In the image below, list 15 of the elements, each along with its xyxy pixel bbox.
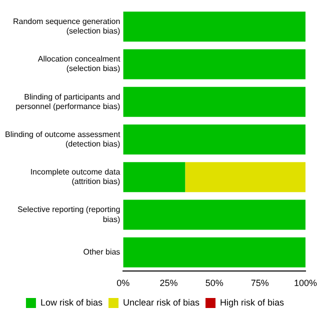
y-tick-label: Allocation concealment (selection bias) [38,54,121,74]
x-tick-label: 25% [160,278,178,288]
y-tick-label: Selective reporting (reporting bias) [17,205,121,224]
x-tick-label: 100% [294,278,318,288]
y-tick-label: Blinding of participants and personnel (performance bias) [16,92,121,111]
x-tick-label: 75% [250,278,269,288]
y-tick-label: Random sequence generation (selection bias) [12,17,120,36]
legend-label: High risk of bias [220,297,285,308]
x-tick-label: 50% [205,278,224,288]
y-tick-label: Incomplete outcome data (attrition bias) [30,168,121,186]
y-tick-label: Blinding of outcome assessment (detection bias) [5,130,121,149]
legend-label: Unclear risk of bias [122,297,200,308]
x-tick-label: 0% [116,278,130,288]
legend-label: Low risk of bias [40,297,103,308]
y-tick-label: Other bias [83,248,120,257]
